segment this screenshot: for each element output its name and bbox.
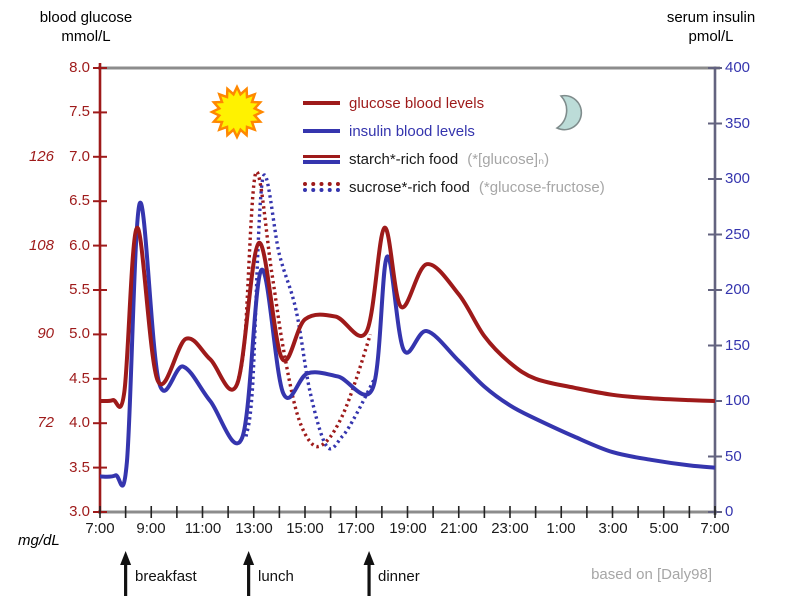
- legend-item: insulin blood levels: [303, 117, 605, 145]
- x-tick-label: 15:00: [286, 520, 324, 537]
- left-tick-label: 6.5: [69, 192, 90, 209]
- x-tick-label: 9:00: [136, 520, 166, 537]
- x-tick-label: 21:00: [440, 520, 478, 537]
- mgdl-unit-label: mg/dL: [18, 532, 60, 549]
- left-tick-label: 7.0: [69, 148, 90, 165]
- left-tick-label: 6.0: [69, 237, 90, 254]
- series-insulin-sucrose: [244, 173, 378, 451]
- mgdl-tick-label: 108: [28, 237, 54, 254]
- right-tick-label: 250: [725, 226, 751, 243]
- x-tick-label: 1:00: [546, 520, 576, 537]
- x-tick-label: 17:00: [337, 520, 375, 537]
- legend-note: (*glucose-fructose): [478, 178, 605, 196]
- solid-red-swatch-icon: [303, 101, 340, 105]
- double-dotted-swatch-icon: [303, 182, 340, 192]
- right-tick-label: 100: [725, 392, 751, 409]
- solid-blue-swatch-icon: [303, 129, 340, 133]
- left-tick-label: 4.5: [69, 370, 90, 387]
- swatch-line: [303, 188, 340, 192]
- legend-label: glucose blood levels: [349, 94, 485, 112]
- series-glucose-starch: [99, 225, 716, 409]
- double-solid-swatch-icon: [303, 154, 340, 164]
- right-axis-title-line2: pmol/L: [688, 28, 734, 45]
- meal-label-lunch: lunch: [258, 568, 294, 585]
- x-tick-label: 23:00: [491, 520, 529, 537]
- left-axis-title-line1: blood glucose: [39, 9, 133, 26]
- legend-note: (*[glucose]ₙ): [467, 151, 550, 168]
- meal-arrowhead-lunch: [243, 551, 255, 565]
- moon-icon: [555, 94, 583, 131]
- x-tick-label: 5:00: [649, 520, 679, 537]
- left-tick-label: 7.5: [69, 103, 90, 120]
- legend-label: insulin blood levels: [349, 122, 475, 140]
- right-tick-label: 150: [725, 337, 751, 354]
- mgdl-tick-label: 126: [28, 148, 54, 165]
- meal-arrowhead-breakfast: [120, 551, 132, 565]
- legend-item: glucose blood levels: [303, 89, 605, 117]
- left-tick-label: 3.0: [69, 503, 90, 520]
- x-tick-label: 7:00: [85, 520, 115, 537]
- meal-arrowhead-dinner: [363, 551, 375, 565]
- left-tick-label: 5.0: [69, 325, 90, 342]
- swatch-line: [303, 182, 340, 186]
- swatch-line: [303, 160, 340, 164]
- x-tick-label: 11:00: [184, 520, 222, 537]
- right-axis-title-line1: serum insulin: [666, 9, 756, 26]
- legend-item: starch*-rich food (*[glucose]ₙ): [303, 145, 605, 173]
- chart-legend: glucose blood levels insulin blood levels…: [303, 89, 605, 201]
- left-axis-title-line2: mmol/L: [61, 28, 111, 45]
- right-tick-label: 50: [725, 448, 742, 465]
- right-tick-label: 300: [725, 170, 751, 187]
- left-tick-label: 3.5: [69, 459, 90, 476]
- x-tick-label: 7:00: [700, 520, 730, 537]
- x-tick-label: 3:00: [598, 520, 628, 537]
- right-tick-label: 350: [725, 115, 751, 132]
- right-axis-title: serum insulin pmol/L: [652, 8, 770, 46]
- mgdl-tick-label: 72: [37, 414, 54, 431]
- legend-label: sucrose*-rich food: [349, 178, 470, 196]
- swatch-line: [303, 129, 340, 133]
- credit-note: based on [Daly98]: [591, 566, 712, 583]
- right-tick-label: 400: [725, 59, 751, 76]
- x-tick-label: 19:00: [389, 520, 427, 537]
- swatch-line: [303, 101, 340, 105]
- left-tick-label: 4.0: [69, 414, 90, 431]
- left-tick-label: 5.5: [69, 281, 90, 298]
- left-axis-title: blood glucose mmol/L: [28, 8, 144, 46]
- series-insulin-starch: [99, 201, 716, 488]
- swatch-line: [303, 154, 340, 158]
- legend-label: starch*-rich food: [349, 150, 459, 168]
- legend-item: sucrose*-rich food (*glucose-fructose): [303, 173, 605, 201]
- mgdl-tick-label: 90: [37, 325, 54, 342]
- left-tick-label: 8.0: [69, 59, 90, 76]
- right-tick-label: 0: [725, 503, 734, 520]
- meal-label-breakfast: breakfast: [135, 568, 197, 585]
- sun-icon: [209, 84, 265, 140]
- x-tick-label: 13:00: [235, 520, 273, 537]
- meal-label-dinner: dinner: [378, 568, 420, 585]
- right-tick-label: 200: [725, 281, 751, 298]
